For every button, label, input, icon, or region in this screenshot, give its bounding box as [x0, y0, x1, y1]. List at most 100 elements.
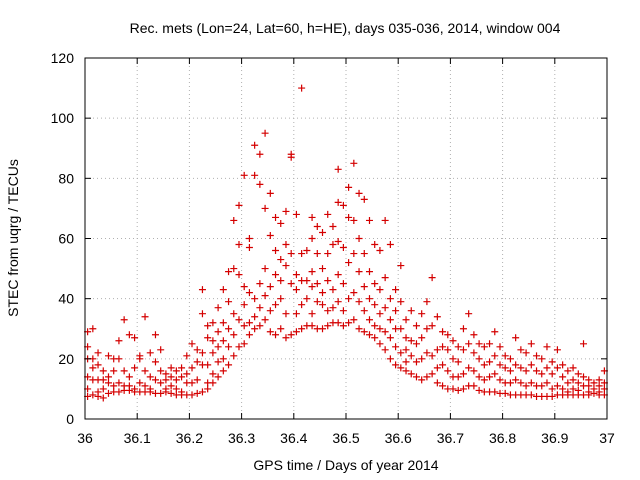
data-point — [590, 389, 598, 397]
data-point — [548, 370, 556, 378]
data-point — [339, 280, 347, 288]
data-point — [355, 298, 363, 306]
data-point — [402, 358, 410, 366]
data-point — [580, 373, 588, 381]
data-point — [204, 385, 212, 393]
data-point — [198, 310, 206, 318]
data-point — [428, 370, 436, 378]
data-point — [324, 277, 332, 285]
data-point — [439, 361, 447, 369]
data-point — [433, 364, 441, 372]
data-point — [104, 389, 112, 397]
data-point — [172, 385, 180, 393]
data-point — [324, 210, 332, 218]
data-point — [480, 376, 488, 384]
data-point — [386, 241, 394, 249]
data-point — [418, 355, 426, 363]
y-tick-label: 40 — [58, 291, 74, 307]
data-point — [298, 325, 306, 333]
data-point — [146, 349, 154, 357]
data-point — [136, 355, 144, 363]
data-point — [125, 373, 133, 381]
data-point — [574, 379, 582, 387]
data-point — [585, 391, 593, 399]
data-point — [277, 219, 285, 227]
data-point — [491, 352, 499, 360]
data-point — [334, 198, 342, 206]
data-point — [569, 364, 577, 372]
x-tick-label: 36.7 — [437, 430, 464, 446]
data-point — [459, 325, 467, 333]
data-point — [214, 304, 222, 312]
data-point — [491, 370, 499, 378]
data-point — [298, 301, 306, 309]
data-point — [240, 301, 248, 309]
data-point — [371, 280, 379, 288]
data-point — [454, 386, 462, 394]
data-point — [559, 373, 567, 381]
data-point — [277, 256, 285, 264]
data-point — [475, 386, 483, 394]
data-point — [99, 367, 107, 375]
data-point — [313, 298, 321, 306]
data-point — [188, 340, 196, 348]
data-point — [543, 379, 551, 387]
data-point — [308, 235, 316, 242]
x-tick-label: 36.4 — [280, 430, 307, 446]
data-point — [245, 235, 253, 242]
data-point — [454, 343, 462, 351]
data-point — [272, 331, 280, 339]
data-point — [360, 307, 368, 315]
data-point — [172, 376, 180, 384]
data-point — [261, 316, 269, 324]
data-point — [433, 346, 441, 354]
data-point — [319, 228, 327, 236]
data-point — [506, 367, 514, 375]
data-point — [376, 247, 384, 255]
data-point — [553, 364, 561, 372]
data-point — [193, 346, 201, 354]
data-point — [402, 367, 410, 375]
data-point — [569, 385, 577, 393]
data-point — [198, 286, 206, 294]
data-point — [439, 382, 447, 390]
data-point — [245, 244, 253, 252]
data-point — [543, 343, 551, 351]
data-point — [157, 379, 165, 387]
data-point — [89, 391, 97, 399]
data-point — [313, 280, 321, 288]
data-point — [136, 379, 144, 387]
data-point — [386, 334, 394, 342]
data-point — [89, 325, 97, 333]
data-point — [392, 307, 400, 315]
data-point — [329, 286, 337, 294]
data-point — [585, 376, 593, 384]
data-point — [188, 364, 196, 372]
y-tick-label: 80 — [58, 170, 74, 186]
data-point — [517, 364, 525, 372]
data-point — [371, 322, 379, 330]
data-point — [334, 238, 342, 246]
data-point — [308, 310, 316, 318]
data-point — [392, 286, 400, 294]
data-point — [339, 322, 347, 330]
data-point — [433, 313, 441, 321]
data-point — [209, 370, 217, 378]
data-point — [99, 376, 107, 384]
data-point — [240, 340, 248, 348]
data-point — [595, 376, 603, 384]
data-point — [131, 364, 139, 372]
data-point — [219, 286, 227, 294]
data-point — [444, 367, 452, 375]
data-point — [251, 313, 259, 321]
data-point — [412, 340, 420, 348]
data-point — [256, 322, 264, 330]
data-point — [449, 337, 457, 345]
data-point — [350, 250, 358, 258]
data-point — [214, 358, 222, 366]
data-point — [428, 274, 436, 282]
data-point — [345, 213, 353, 221]
data-point — [371, 334, 379, 342]
data-point — [319, 289, 327, 297]
data-point — [329, 304, 337, 312]
